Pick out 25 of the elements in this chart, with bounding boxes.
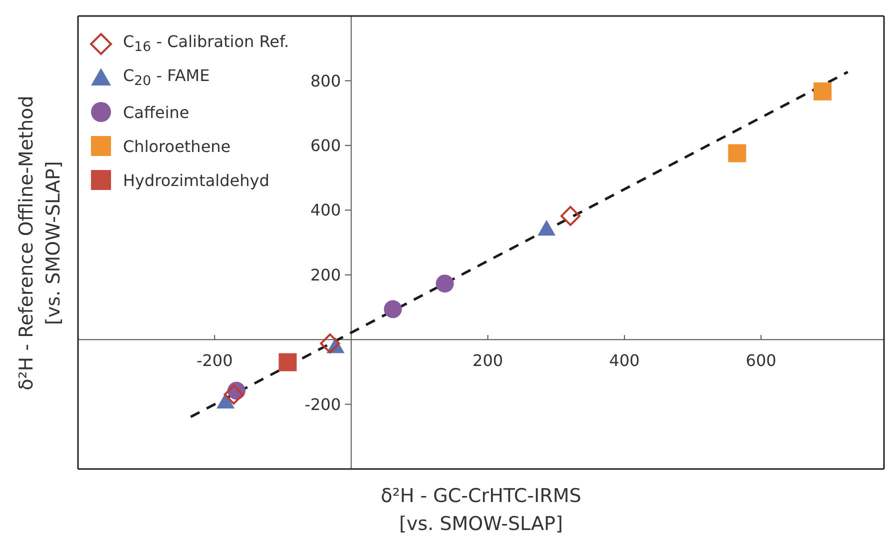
x-axis-title: δ²H - GC-CrHTC-IRMS [vs. SMOW-SLAP] xyxy=(380,485,582,535)
x-tick-label: 400 xyxy=(609,351,640,370)
y-tick-label: 400 xyxy=(310,200,341,220)
point xyxy=(814,82,832,100)
point xyxy=(436,274,454,293)
point xyxy=(224,384,244,405)
y-tick-label: 800 xyxy=(310,71,341,90)
legend-label: Chloroethene xyxy=(123,136,231,156)
x-tick-label: -200 xyxy=(196,351,233,370)
y-tick-label: 600 xyxy=(310,136,341,156)
y-tick-label: 200 xyxy=(310,265,341,284)
point xyxy=(538,220,556,236)
legend-label: Hydrozimtaldehyd xyxy=(123,170,270,190)
point xyxy=(320,333,340,354)
point xyxy=(560,206,580,226)
legend-label: C$_{20}$ - FAME xyxy=(123,66,210,90)
point xyxy=(384,300,402,318)
y-tick-label: -200 xyxy=(304,394,341,414)
x-tick-label: 200 xyxy=(472,351,504,370)
point xyxy=(728,144,746,162)
y-axis-title: δ²H - Reference Offline-Method [vs. SMOW-SLAP] xyxy=(15,95,64,390)
x-tick-label: 600 xyxy=(746,351,776,370)
legend-label: C$_{16}$ - Calibration Ref. xyxy=(123,32,290,56)
point xyxy=(278,353,297,372)
legend-label: Caffeine xyxy=(123,102,190,122)
